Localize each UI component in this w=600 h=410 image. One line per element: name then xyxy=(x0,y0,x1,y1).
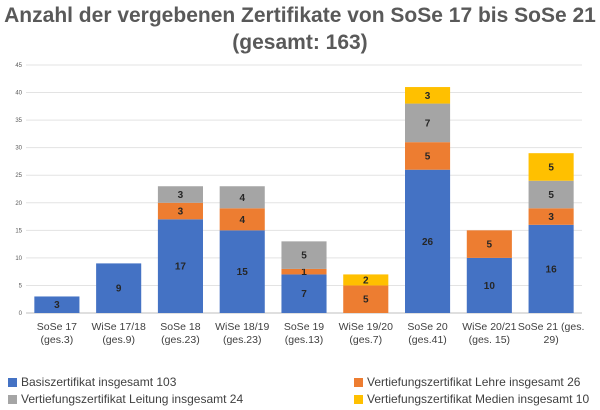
legend-item-medien: Vertiefungszertifikat Medien insgesamt 1… xyxy=(354,392,589,406)
data-label: 5 xyxy=(487,240,493,251)
data-label: 2 xyxy=(363,275,369,286)
chart-title: Anzahl der vergebenen Zertifikate von So… xyxy=(0,2,600,56)
data-label: 5 xyxy=(301,251,307,262)
y-tick-label: 30 xyxy=(15,146,22,152)
y-tick-label: 35 xyxy=(15,118,22,124)
legend-item-leitung: Vertiefungszertifikat Leitung insgesamt … xyxy=(8,392,243,406)
legend-label-lehre: Vertiefungszertifikat Lehre insgesamt 26 xyxy=(367,375,581,389)
bar-segment xyxy=(343,274,389,286)
y-tick-label: 25 xyxy=(15,173,22,179)
bar-segment xyxy=(405,142,451,170)
x-tick-label: SoSe 19 xyxy=(284,321,324,333)
x-tick-label: WiSe 17/18 xyxy=(92,321,146,333)
bar-segment xyxy=(405,87,451,104)
legend-swatch-medien xyxy=(354,394,363,404)
bar-segment xyxy=(219,230,265,313)
x-tick-label: WiSe 18/19 xyxy=(215,321,269,333)
data-label: 26 xyxy=(422,237,434,248)
data-label: 3 xyxy=(54,300,60,311)
x-tick-label: (ges. 15) xyxy=(469,334,510,346)
data-label: 7 xyxy=(301,289,307,300)
legend-swatch-lehre xyxy=(354,377,363,387)
x-tick-label: (ges.23) xyxy=(223,334,262,346)
data-label: 5 xyxy=(548,190,554,201)
y-tick-label: 15 xyxy=(15,228,22,234)
data-label: 4 xyxy=(239,193,245,204)
bar-segment xyxy=(405,103,451,143)
chart-title-line-1: Anzahl der vergebenen Zertifikate von So… xyxy=(4,4,596,27)
data-label: 5 xyxy=(425,151,431,162)
bar-segment xyxy=(96,263,142,313)
bar-segment xyxy=(343,285,389,313)
x-tick-label: (ges.7) xyxy=(349,334,382,346)
bar-segment xyxy=(157,219,203,313)
bar-segment xyxy=(281,274,327,313)
bar-segment xyxy=(528,224,574,313)
x-tick-label: (ges.23) xyxy=(161,334,200,346)
data-label: 5 xyxy=(548,162,554,173)
y-tick-label: 10 xyxy=(15,256,22,262)
bar-segment xyxy=(281,241,327,269)
bar-segment xyxy=(528,153,574,181)
legend-item-lehre: Vertiefungszertifikat Lehre insgesamt 26 xyxy=(354,375,580,389)
x-tick-label: WiSe 19/20 xyxy=(339,321,393,333)
data-label: 16 xyxy=(546,264,558,275)
chart-title-line-2: (gesamt: 163) xyxy=(232,31,368,54)
y-tick-label: 40 xyxy=(15,91,22,97)
bar-segment xyxy=(219,208,265,231)
legend-item-basis: Basiszertifikat insgesamt 103 xyxy=(8,375,176,389)
data-label: 3 xyxy=(548,212,554,223)
x-tick-label: WiSe 20/21 xyxy=(462,321,516,333)
bar-segment xyxy=(466,257,512,313)
x-tick-label: (ges.9) xyxy=(102,334,135,346)
data-label: 17 xyxy=(175,262,187,273)
x-tick-label: (ges.13) xyxy=(285,334,324,346)
x-tick-label: SoSe 17 xyxy=(37,321,77,333)
x-tick-label: 29) xyxy=(544,334,559,346)
x-tick-label: SoSe 18 xyxy=(160,321,200,333)
x-tick-label: SoSe 20 xyxy=(407,321,447,333)
bar-segment xyxy=(405,169,451,313)
data-label: 3 xyxy=(178,207,184,218)
legend-label-medien: Vertiefungszertifikat Medien insgesamt 1… xyxy=(367,392,590,406)
data-label: 15 xyxy=(237,267,249,278)
data-label: 4 xyxy=(239,215,245,226)
y-tick-label: 45 xyxy=(15,63,22,69)
data-label: 1 xyxy=(301,267,307,278)
legend-swatch-basis xyxy=(8,377,17,387)
bar-segment xyxy=(528,180,574,209)
data-label: 10 xyxy=(484,281,496,292)
data-label: 7 xyxy=(425,118,431,129)
bar-segment xyxy=(466,230,512,258)
bar-segment xyxy=(528,208,574,225)
data-label: 3 xyxy=(425,91,431,102)
bar-segment xyxy=(34,296,80,313)
bar-segment xyxy=(219,186,265,209)
data-label: 9 xyxy=(116,284,122,295)
data-label: 5 xyxy=(363,295,369,306)
y-tick-label: 0 xyxy=(19,311,23,317)
bar-segment xyxy=(281,268,327,275)
legend-label-basis: Basiszertifikat insgesamt 103 xyxy=(21,375,177,389)
y-tick-label: 5 xyxy=(19,283,23,289)
bar-segment xyxy=(157,186,203,203)
data-label: 3 xyxy=(178,190,184,201)
x-tick-label: SoSe 21 (ges. xyxy=(518,321,585,333)
x-tick-label: (ges.41) xyxy=(408,334,447,346)
y-tick-label: 20 xyxy=(15,201,22,207)
legend-label-leitung: Vertiefungszertifikat Leitung insgesamt … xyxy=(21,392,244,406)
legend-swatch-leitung xyxy=(8,394,17,404)
bar-segment xyxy=(157,202,203,220)
x-tick-label: (ges.3) xyxy=(41,334,74,346)
